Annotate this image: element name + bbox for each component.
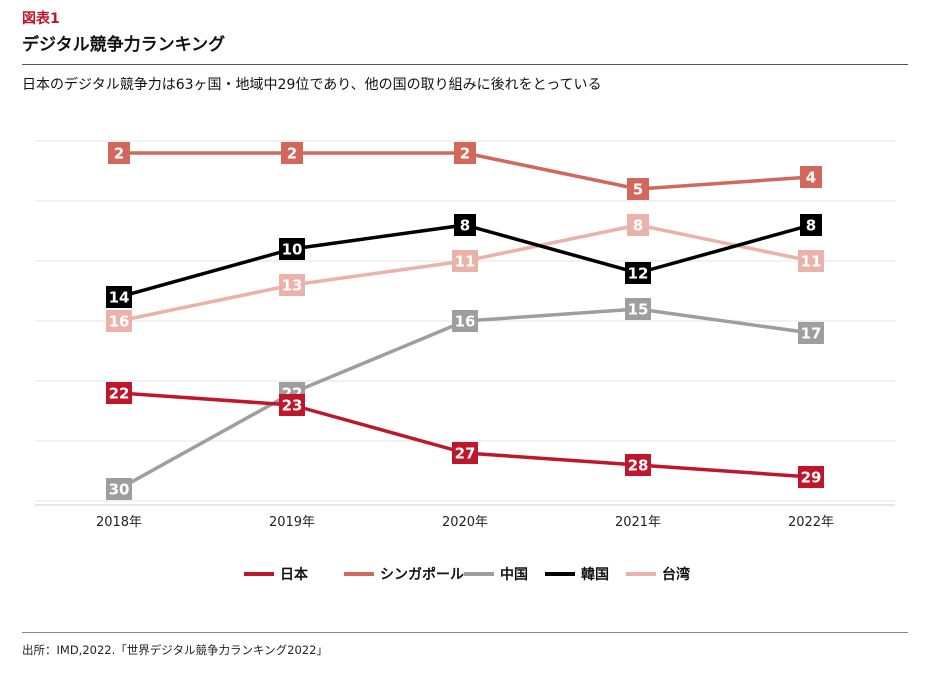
legend: 日本 シンガポール 中国 韓国 台湾: [244, 566, 690, 583]
data-point-marker: [106, 310, 132, 332]
series-singapore: 2 2 2 5 4: [108, 142, 822, 200]
data-label: 12: [628, 265, 649, 283]
legend-label: 台湾: [662, 566, 690, 583]
data-label: 2: [114, 145, 124, 163]
data-label: 16: [109, 313, 130, 331]
x-tick-label: 2019年: [269, 515, 315, 530]
data-label: 11: [801, 253, 822, 271]
data-point-marker: [106, 382, 132, 404]
data-point-marker: [454, 214, 476, 236]
data-point-marker: [798, 322, 824, 344]
data-label: 13: [282, 277, 303, 295]
bottom-divider: [22, 632, 908, 633]
data-point-marker: [106, 286, 132, 308]
data-point-marker: [452, 310, 478, 332]
data-label: 2: [287, 145, 297, 163]
source-note: 出所：IMD,2022.「世界デジタル競争力ランキング2022」: [22, 643, 328, 657]
data-label: 2: [460, 145, 470, 163]
x-tick-label: 2020年: [442, 515, 488, 530]
legend-label: シンガポール: [380, 566, 464, 583]
data-label: 30: [109, 481, 130, 499]
data-label: 14: [109, 289, 130, 307]
data-label: 8: [806, 217, 816, 235]
data-point-marker: [452, 442, 478, 464]
data-label: 29: [801, 469, 822, 487]
data-label: 5: [633, 181, 643, 199]
x-tick-label: 2022年: [788, 515, 834, 530]
data-label: 15: [628, 301, 649, 319]
figure-label: 図表1: [22, 11, 60, 27]
data-point-marker: [279, 238, 305, 260]
data-label: 27: [455, 445, 476, 463]
legend-item-taiwan: 台湾: [626, 566, 690, 583]
data-point-marker: [108, 142, 130, 164]
data-label: 16: [455, 313, 476, 331]
data-point-marker: [625, 454, 651, 476]
legend-item-singapore: シンガポール: [344, 566, 464, 583]
data-label: 8: [633, 217, 643, 235]
x-tick-label: 2018年: [96, 515, 142, 530]
legend-item-china: 中国: [464, 566, 528, 583]
legend-item-japan: 日本: [244, 566, 309, 583]
data-point-marker: [627, 214, 649, 236]
top-divider: [22, 64, 908, 65]
data-point-marker: [625, 262, 651, 284]
data-point-marker: [627, 178, 649, 200]
data-label: 10: [282, 241, 303, 259]
data-point-marker: [454, 142, 476, 164]
data-point-marker: [625, 298, 651, 320]
data-point-marker: [279, 274, 305, 296]
legend-label: 韓国: [581, 566, 609, 583]
data-point-marker: [281, 142, 303, 164]
data-label: 4: [806, 169, 816, 187]
chart-title: デジタル競争力ランキング: [22, 35, 226, 55]
series-taiwan: 16 13 11 8 11: [106, 214, 824, 332]
data-label: 23: [282, 397, 303, 415]
data-label: 28: [628, 457, 649, 475]
data-point-marker: [279, 394, 305, 416]
data-label: 22: [109, 385, 130, 403]
data-point-marker: [798, 466, 824, 488]
chart-subtitle: 日本のデジタル競争力は63ヶ国・地域中29位であり、他の国の取り組みに後れをとっ…: [22, 77, 602, 93]
legend-label: 中国: [500, 566, 528, 583]
data-point-marker: [452, 250, 478, 272]
series-line-taiwan: [118, 223, 812, 323]
x-tick-label: 2021年: [615, 515, 661, 530]
series-japan: 22 23 27 28 29: [106, 382, 824, 488]
data-point-marker: [800, 214, 822, 236]
data-point-marker: [800, 166, 822, 188]
data-point-marker: [106, 478, 132, 500]
series-korea: 14 10 8 12 8: [106, 214, 822, 308]
series-line-japan: [118, 391, 812, 479]
data-point-marker: [798, 250, 824, 272]
data-label: 17: [801, 325, 822, 343]
data-label: 11: [455, 253, 476, 271]
legend-label: 日本: [280, 566, 309, 583]
data-label: 8: [460, 217, 470, 235]
series-china: 30 22 16 15 17: [106, 298, 824, 500]
legend-item-korea: 韓国: [545, 566, 609, 583]
chart-area: 2018年 2019年 2020年 2021年 2022年302216151722232…: [35, 140, 895, 583]
